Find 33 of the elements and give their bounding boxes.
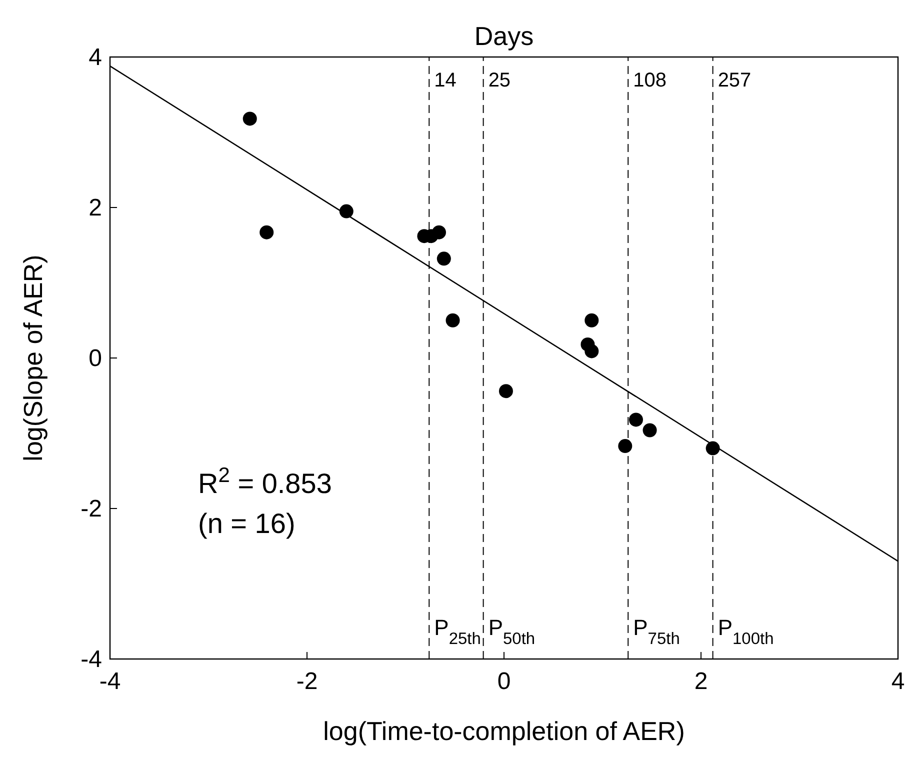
x-tick-label: 0 <box>497 668 511 695</box>
point <box>242 112 257 126</box>
x-tick-label: 4 <box>891 668 905 695</box>
y-axis-title: log(Slope of AER) <box>18 254 48 462</box>
point <box>642 423 657 438</box>
point <box>584 313 599 328</box>
y-tick-label: 0 <box>88 345 102 372</box>
annotation: 257 <box>718 70 752 92</box>
annotation: 25 <box>488 70 511 92</box>
point <box>584 344 599 358</box>
annotation: R$^{2}$ = 0.853 <box>198 464 332 499</box>
point <box>446 313 460 328</box>
point <box>260 225 274 240</box>
point <box>498 384 513 398</box>
x-tick-label: 2 <box>694 668 708 695</box>
ref-line-label: P$_{75th}$ <box>633 615 680 648</box>
ref-line-label: P$_{25th}$ <box>434 615 481 648</box>
y-tick-label: -4 <box>80 646 102 673</box>
x-axis-title: log(Time-to-completion of AER) <box>323 716 685 746</box>
annotation: (n = 16) <box>198 508 296 539</box>
point <box>628 412 643 427</box>
y-tick-label: 2 <box>88 194 102 222</box>
ref-line-label: P$_{100th}$ <box>718 615 774 648</box>
point <box>618 439 632 454</box>
annotation: 14 <box>434 70 456 92</box>
x2-axis-title: Days <box>474 21 534 51</box>
ref-line-label: P$_{50th}$ <box>488 615 536 648</box>
point <box>436 252 451 266</box>
x-tick-label: -2 <box>296 668 318 695</box>
y-tick-label: 4 <box>88 44 102 71</box>
point <box>432 225 446 240</box>
y-tick-label: -2 <box>80 496 102 522</box>
annotation: 108 <box>633 70 666 92</box>
